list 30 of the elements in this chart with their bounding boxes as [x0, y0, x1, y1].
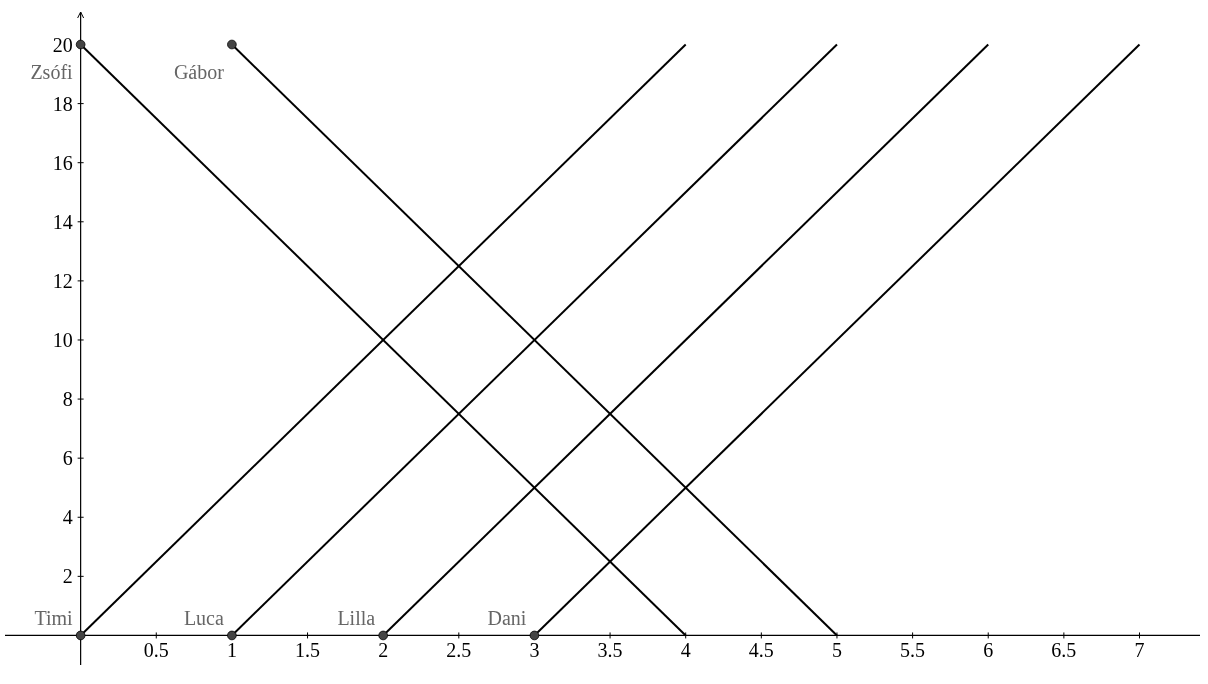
y-tick-label: 12	[52, 269, 73, 292]
series-label: Dani	[487, 607, 527, 630]
y-tick-label: 20	[52, 33, 73, 56]
x-tick-label: 4.5	[748, 639, 774, 662]
x-tick-label: 7	[1134, 639, 1145, 662]
y-tick-label: 14	[52, 210, 73, 233]
x-tick-label: 3.5	[597, 639, 623, 662]
x-tick-label: 4	[680, 639, 691, 662]
series-label: Timi	[34, 607, 74, 630]
y-tick-label: 18	[52, 92, 73, 115]
x-tick-label: 1	[226, 639, 237, 662]
x-tick-label: 5.5	[900, 639, 926, 662]
series-label: Zsófi	[30, 60, 74, 83]
series-label: Gábor	[173, 60, 225, 83]
y-tick-label: 8	[62, 388, 73, 411]
series-label: Luca	[183, 607, 225, 630]
x-tick-label: 2.5	[446, 639, 472, 662]
x-tick-label: 0.5	[143, 639, 169, 662]
x-tick-label: 6	[983, 639, 994, 662]
x-tick-label: 3	[529, 639, 540, 662]
y-tick-label: 4	[62, 506, 73, 529]
y-tick-label: 6	[62, 447, 73, 470]
series-label: Lilla	[337, 607, 376, 630]
y-tick-label: 10	[52, 328, 73, 351]
y-tick-label: 2	[62, 565, 73, 588]
x-tick-label: 5	[831, 639, 842, 662]
x-tick-label: 2	[378, 639, 389, 662]
y-tick-label: 16	[52, 151, 73, 174]
x-tick-label: 1.5	[295, 639, 321, 662]
x-tick-label: 6.5	[1051, 639, 1077, 662]
